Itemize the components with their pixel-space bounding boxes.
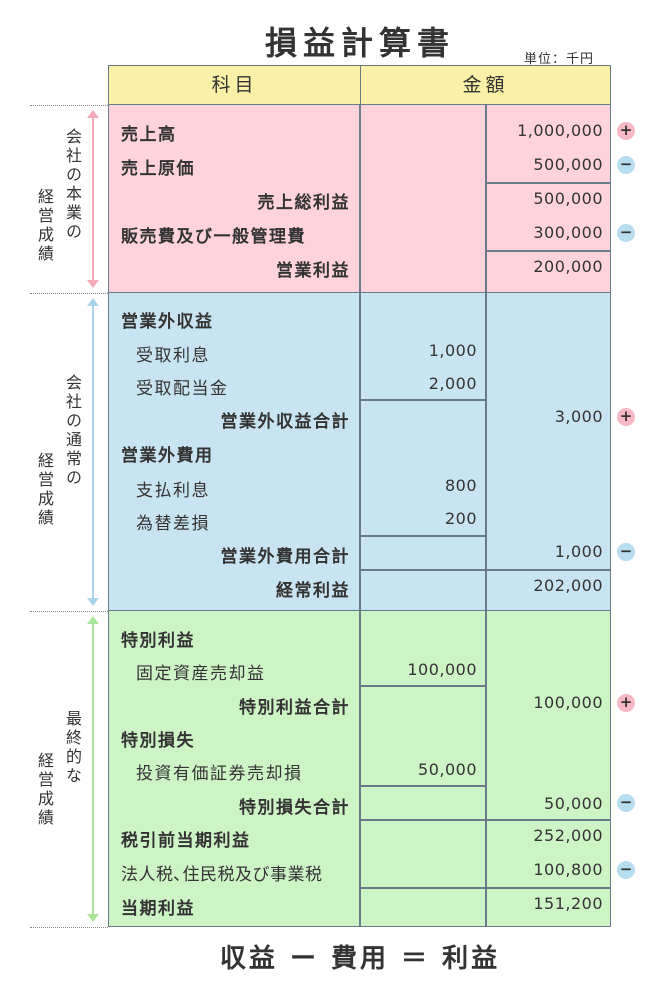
double-arrow-icon <box>87 298 99 606</box>
row-amount: 50,000 <box>544 794 603 813</box>
separator <box>30 611 108 612</box>
minus-icon: − <box>617 861 635 879</box>
row-amount: 200,000 <box>533 257 603 276</box>
row-amount: 1,000 <box>554 542 603 561</box>
minus-icon: − <box>617 156 635 174</box>
plus-icon: + <box>617 694 635 712</box>
row-amount: 1,000,000 <box>517 121 603 140</box>
row-detail: 1,000 <box>428 341 477 360</box>
row-label: 為替差損 <box>136 514 210 534</box>
row-label: 営業外収益合計 <box>220 412 350 432</box>
header-amount: 金額 <box>462 74 509 96</box>
rule <box>360 535 486 537</box>
separator <box>30 927 108 928</box>
row-label: 営業外収益 <box>121 312 214 332</box>
row-label: 投資有価証券売却損 <box>136 764 303 784</box>
row-detail: 100,000 <box>407 660 477 679</box>
separator <box>30 105 108 106</box>
row-label: 経常利益 <box>276 581 350 601</box>
rule <box>360 887 610 889</box>
row-amount: 500,000 <box>533 155 603 174</box>
row-label: 特別損失合計 <box>239 798 350 818</box>
double-arrow-icon <box>87 616 99 922</box>
document-title: 損益計算書 <box>264 24 455 62</box>
row-amount: 300,000 <box>533 223 603 242</box>
side-label: 会社の本業の <box>63 128 82 242</box>
row-label: 営業外費用 <box>121 446 214 466</box>
row-amount: 500,000 <box>533 189 603 208</box>
plus-icon: + <box>617 408 635 426</box>
rule <box>486 182 610 184</box>
row-label: 売上原価 <box>121 159 195 179</box>
row-label: 販売費及び一般管理費 <box>121 227 306 247</box>
rule <box>360 819 610 821</box>
row-label: 税引前当期利益 <box>121 831 251 851</box>
row-amount: 100,000 <box>533 693 603 712</box>
row-label: 営業利益 <box>276 261 350 281</box>
divider-col2-s3 <box>485 611 487 927</box>
divider-col2-s1 <box>485 105 487 293</box>
double-arrow-icon <box>87 110 99 288</box>
formula: 収益 ー 費用 ＝ 利益 <box>219 944 501 974</box>
row-amount: 100,800 <box>533 860 603 879</box>
row-label: 法人税､住民税及び事業税 <box>121 865 323 885</box>
row-label: 営業外費用合計 <box>220 547 350 567</box>
divider-col2-s2 <box>485 293 487 611</box>
rule <box>360 685 486 687</box>
rule <box>360 569 610 571</box>
rule <box>486 250 610 252</box>
side-label: 経営成績 <box>35 452 54 528</box>
row-label: 支払利息 <box>136 481 210 501</box>
unit-label: 単位：千円 <box>524 52 595 67</box>
row-detail: 50,000 <box>418 760 477 779</box>
divider-col1 <box>359 105 361 927</box>
row-label: 特別利益 <box>121 631 195 651</box>
row-label: 売上高 <box>121 125 177 145</box>
separator <box>30 293 108 294</box>
row-label: 当期利益 <box>121 899 195 919</box>
minus-icon: − <box>617 224 635 242</box>
row-detail: 200 <box>444 509 477 528</box>
row-amount: 202,000 <box>533 576 603 595</box>
rule <box>360 399 486 401</box>
side-label: 経営成績 <box>35 752 54 828</box>
row-detail: 2,000 <box>428 374 477 393</box>
side-label: 会社の通常の <box>63 374 82 488</box>
row-label: 特別利益合計 <box>239 698 350 718</box>
row-label: 受取利息 <box>136 346 210 366</box>
row-label: 固定資産売却益 <box>136 664 266 684</box>
side-label: 経営成績 <box>35 188 54 264</box>
row-amount: 151,200 <box>533 894 603 913</box>
row-amount: 252,000 <box>533 826 603 845</box>
row-label: 特別損失 <box>121 731 195 751</box>
row-amount: 3,000 <box>554 407 603 426</box>
row-label: 受取配当金 <box>136 379 229 399</box>
minus-icon: − <box>617 543 635 561</box>
plus-icon: + <box>617 122 635 140</box>
rule <box>360 785 486 787</box>
row-detail: 800 <box>444 476 477 495</box>
row-label: 売上総利益 <box>257 193 350 213</box>
table-header: 科目 金額 <box>108 65 611 105</box>
minus-icon: − <box>617 794 635 812</box>
side-label: 最終的な <box>63 710 82 786</box>
header-item: 科目 <box>109 66 361 104</box>
